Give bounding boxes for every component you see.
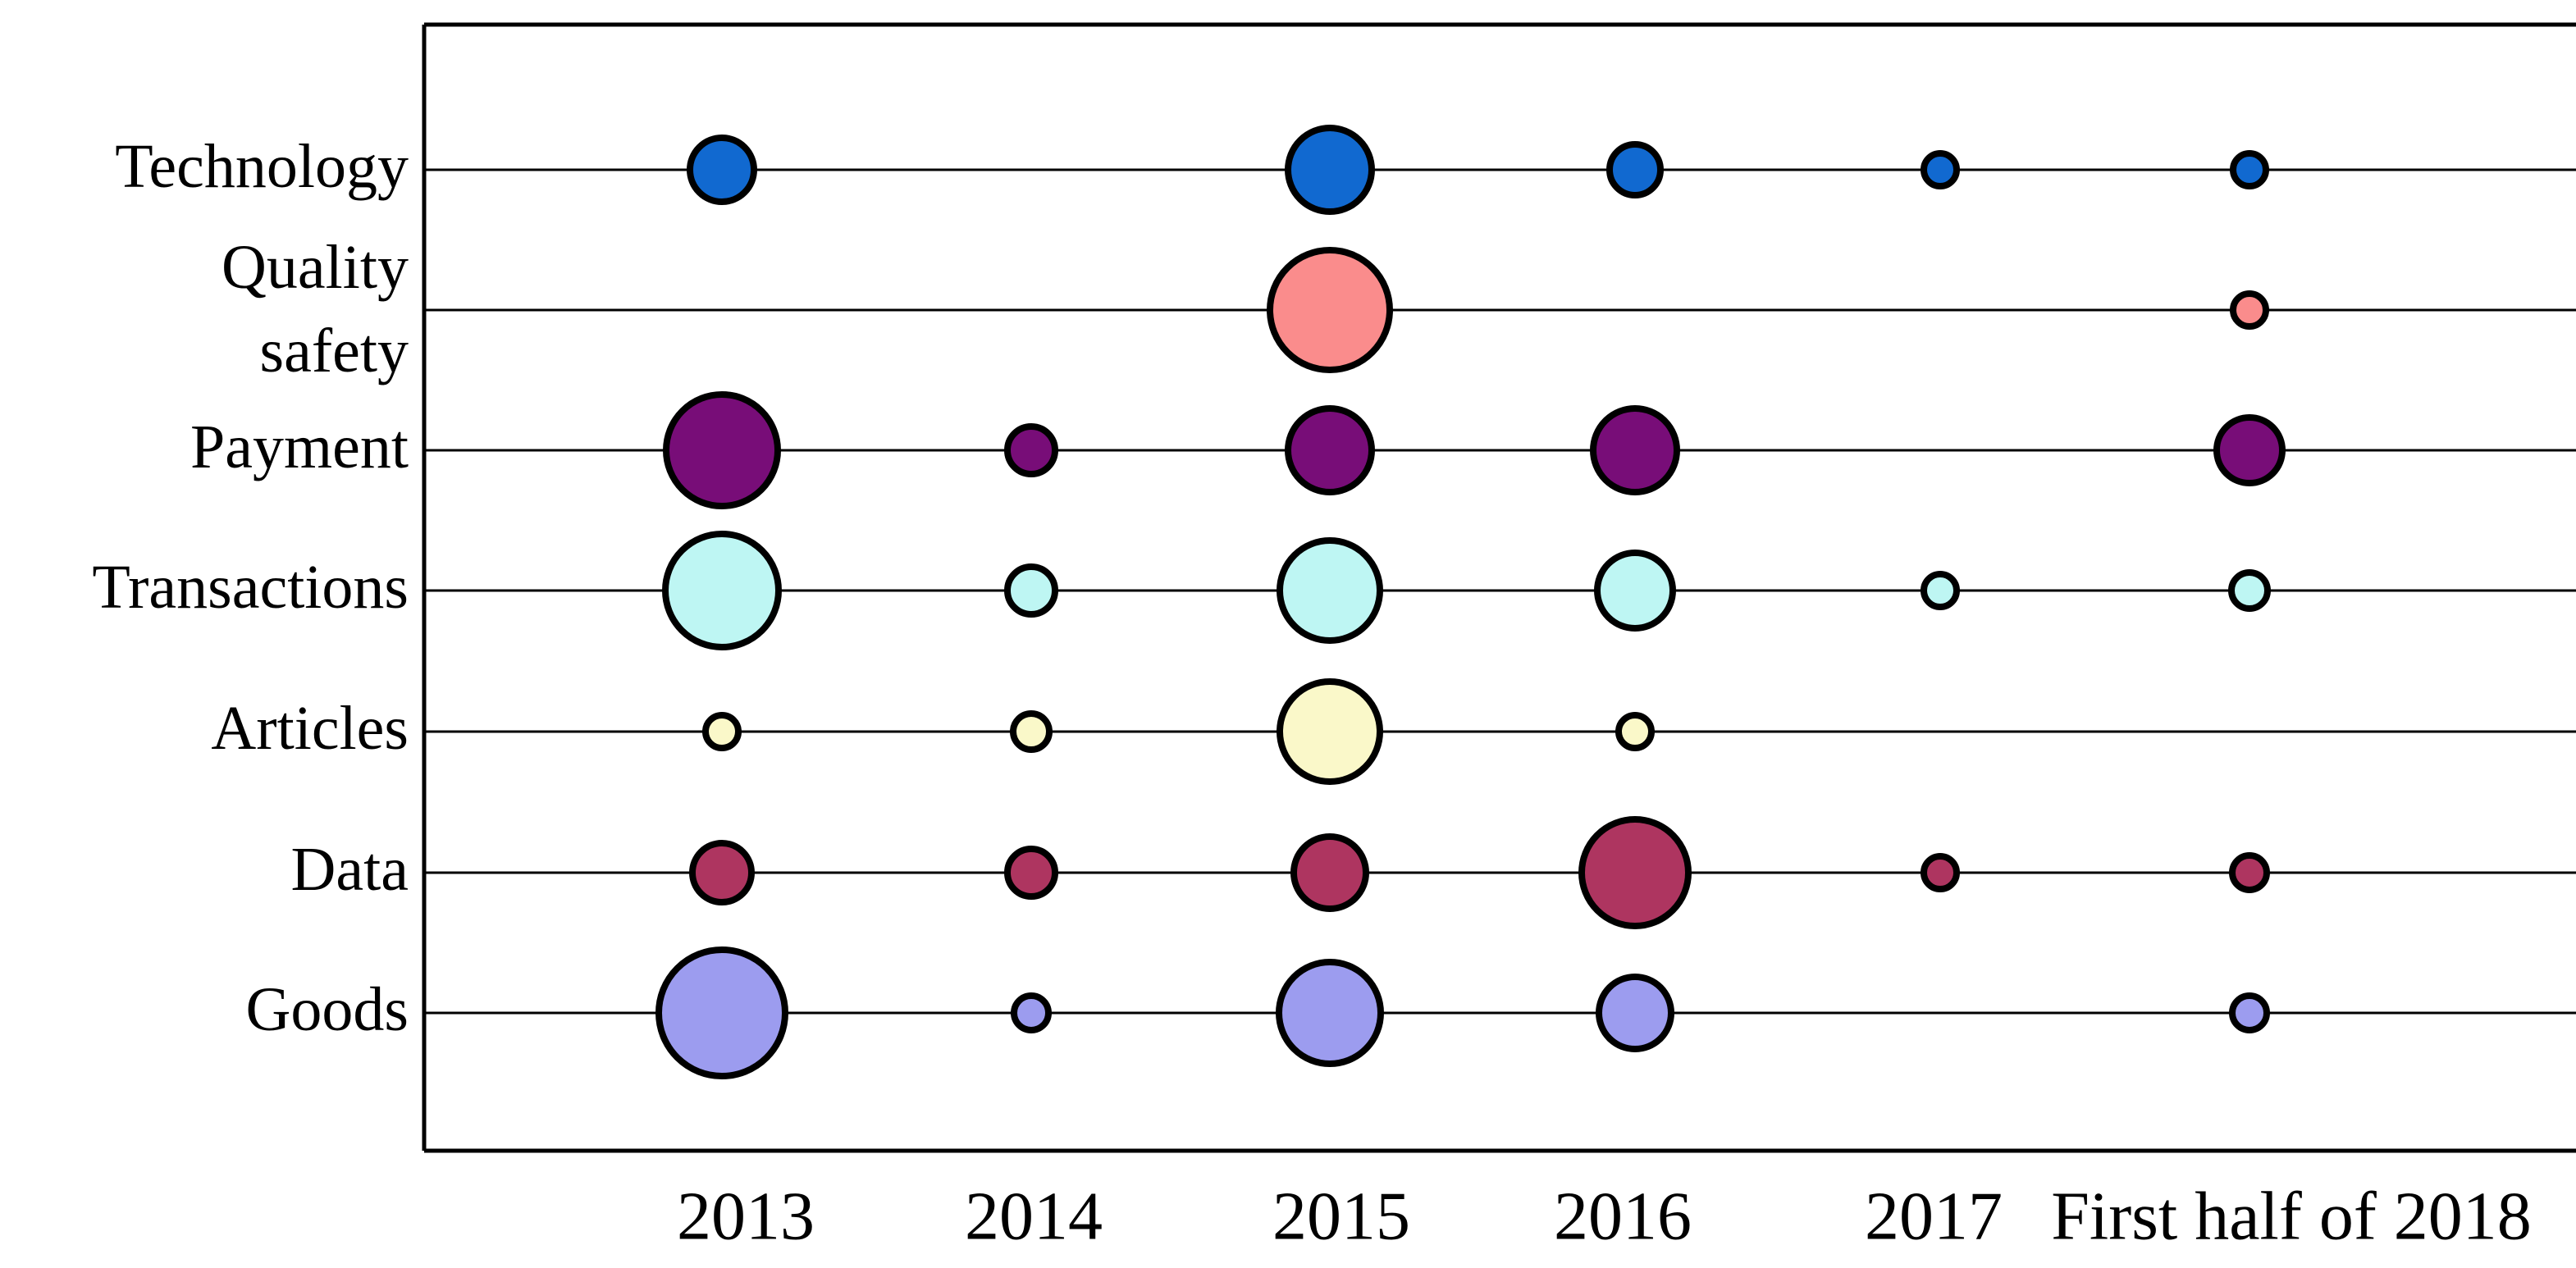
bubble-transactions-2016 bbox=[1594, 550, 1676, 632]
x-tick-2014: 2014 bbox=[965, 1178, 1103, 1255]
bubble-goods-2016 bbox=[1596, 974, 1674, 1052]
row-label-goods: Goods bbox=[245, 975, 409, 1045]
x-tick-first-half-2018: First half of 2018 bbox=[2051, 1178, 2532, 1255]
bubble-data-2016 bbox=[1578, 816, 1692, 929]
bubble-payment-first-half-2018 bbox=[2213, 414, 2286, 486]
bubble-payment-2015 bbox=[1285, 405, 1375, 495]
bubble-goods-2013 bbox=[655, 946, 788, 1079]
x-tick-2017: 2017 bbox=[1865, 1178, 2003, 1255]
x-tick-2013: 2013 bbox=[677, 1178, 815, 1255]
bubble-technology-2017 bbox=[1921, 150, 1960, 189]
bubble-quality-safety-first-half-2018 bbox=[2230, 290, 2269, 330]
bubble-transactions-first-half-2018 bbox=[2228, 569, 2271, 612]
bubble-payment-2016 bbox=[1590, 405, 1680, 495]
bubble-articles-2014 bbox=[1010, 710, 1053, 753]
bubble-articles-2013 bbox=[702, 712, 742, 751]
row-label-quality: Quality bbox=[222, 233, 409, 303]
bubble-technology-2015 bbox=[1285, 125, 1375, 215]
bubble-data-2015 bbox=[1290, 833, 1369, 912]
bubble-articles-2015 bbox=[1277, 678, 1383, 785]
x-tick-2016: 2016 bbox=[1554, 1178, 1692, 1255]
bubble-technology-first-half-2018 bbox=[2230, 150, 2269, 189]
bubble-quality-safety-2015 bbox=[1267, 247, 1393, 373]
row-label-technology: Technology bbox=[115, 132, 409, 202]
bubble-goods-2015 bbox=[1276, 959, 1384, 1067]
bubble-transactions-2014 bbox=[1004, 563, 1058, 618]
bubble-transactions-2013 bbox=[662, 531, 782, 650]
bubble-data-first-half-2018 bbox=[2229, 852, 2270, 893]
bubble-technology-2013 bbox=[687, 135, 757, 205]
bubble-data-2014 bbox=[1004, 846, 1058, 900]
bubble-data-2013 bbox=[689, 840, 755, 905]
row-label-articles: Articles bbox=[211, 694, 409, 764]
row-label-data: Data bbox=[290, 835, 409, 905]
row-label-safety: safety bbox=[259, 317, 409, 386]
bubble-data-2017 bbox=[1921, 853, 1960, 892]
x-tick-2015: 2015 bbox=[1272, 1178, 1410, 1255]
bubble-payment-2014 bbox=[1004, 423, 1058, 477]
row-label-payment: Payment bbox=[190, 413, 409, 482]
bubble-transactions-2015 bbox=[1277, 537, 1383, 644]
bubble-transactions-2017 bbox=[1921, 571, 1960, 610]
bubble-goods-first-half-2018 bbox=[2229, 992, 2270, 1033]
bubble-goods-2014 bbox=[1011, 992, 1052, 1033]
row-label-transactions: Transactions bbox=[92, 553, 409, 623]
bubble-technology-2016 bbox=[1606, 141, 1664, 198]
bubble-articles-2016 bbox=[1615, 712, 1655, 751]
bubble-payment-2013 bbox=[663, 391, 781, 509]
